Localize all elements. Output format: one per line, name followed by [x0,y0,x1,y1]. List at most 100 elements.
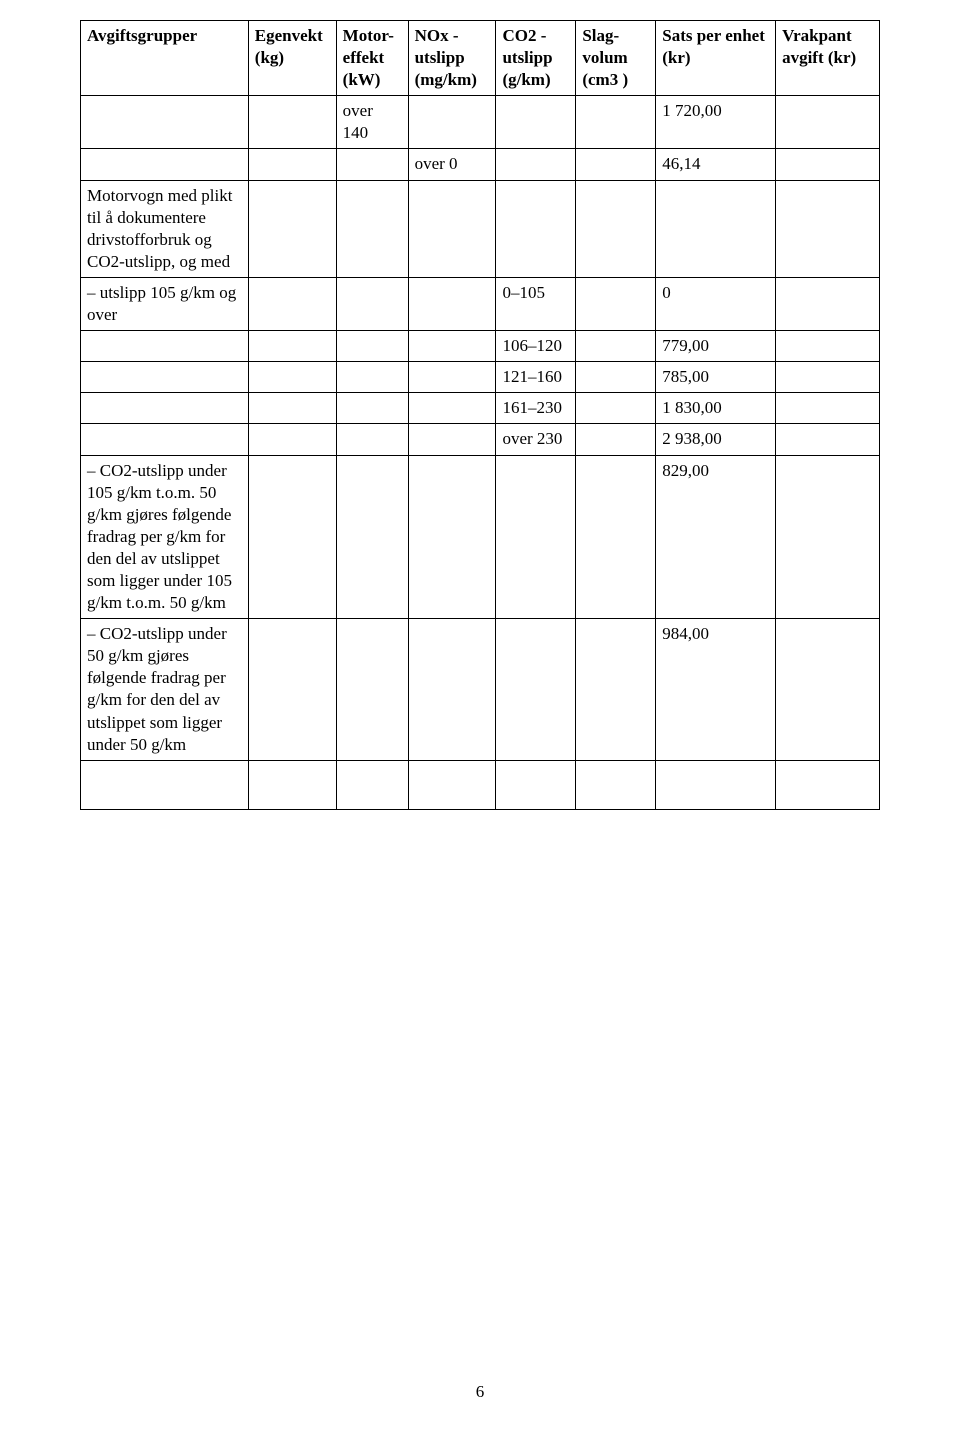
header-slagvolum: Slag-volum (cm3 ) [576,21,656,96]
cell [248,331,336,362]
cell [576,455,656,619]
cell [576,96,656,149]
cell [776,760,880,809]
table-header-row: Avgiftsgrupper Egenvekt (kg) Motor-effek… [81,21,880,96]
cell [776,424,880,455]
cell: 829,00 [656,455,776,619]
cell [496,619,576,761]
cell [408,96,496,149]
table-row: over 0 46,14 [81,149,880,180]
cell [336,180,408,277]
cell [248,96,336,149]
cell [248,393,336,424]
cell [336,277,408,330]
cell: over 230 [496,424,576,455]
cell [776,331,880,362]
cell: – utslipp 105 g/km og over [81,277,249,330]
cell [776,96,880,149]
cell [576,619,656,761]
cell [408,455,496,619]
cell [336,760,408,809]
cell [248,619,336,761]
cell [408,424,496,455]
header-nox: NOx - utslipp (mg/km) [408,21,496,96]
cell [408,760,496,809]
cell [81,760,249,809]
cell [656,180,776,277]
cell [336,362,408,393]
cell [248,760,336,809]
cell [248,455,336,619]
cell [496,455,576,619]
cell [408,393,496,424]
cell [576,180,656,277]
page-number: 6 [0,1382,960,1402]
cell: 121–160 [496,362,576,393]
cell [576,362,656,393]
header-sats: Sats per enhet (kr) [656,21,776,96]
cell [776,180,880,277]
header-egenvekt: Egenvekt (kg) [248,21,336,96]
cell [496,760,576,809]
cell [496,149,576,180]
cell: Motorvogn med plikt til å dokumentere dr… [81,180,249,277]
cell: 1 830,00 [656,393,776,424]
cell: 0–105 [496,277,576,330]
cell [408,277,496,330]
cell [248,180,336,277]
cell [81,424,249,455]
header-avgiftsgrupper: Avgiftsgrupper [81,21,249,96]
cell [576,149,656,180]
table-row: – CO2-utslipp under 50 g/km gjøres følge… [81,619,880,761]
cell: 785,00 [656,362,776,393]
cell [248,149,336,180]
cell [408,619,496,761]
cell [336,424,408,455]
cell [576,424,656,455]
cell [776,455,880,619]
cell [576,331,656,362]
cell: 779,00 [656,331,776,362]
cell [81,331,249,362]
table-row: 106–120 779,00 [81,331,880,362]
cell: 161–230 [496,393,576,424]
cell [336,149,408,180]
cell [656,760,776,809]
cell [408,180,496,277]
cell: 106–120 [496,331,576,362]
cell [776,362,880,393]
table-row: – CO2-utslipp under 105 g/km t.o.m. 50 g… [81,455,880,619]
cell [776,149,880,180]
cell: – CO2-utslipp under 105 g/km t.o.m. 50 g… [81,455,249,619]
cell: over 140 [336,96,408,149]
cell: 984,00 [656,619,776,761]
cell [336,393,408,424]
cell [81,149,249,180]
cell [576,393,656,424]
cell: 2 938,00 [656,424,776,455]
cell [408,331,496,362]
cell [336,455,408,619]
cell [776,619,880,761]
cell [408,362,496,393]
table-row [81,760,880,809]
table-row: 121–160 785,00 [81,362,880,393]
cell [81,393,249,424]
cell [248,362,336,393]
cell [81,362,249,393]
cell [336,331,408,362]
cell [81,96,249,149]
header-vrakpant: Vrakpant avgift (kr) [776,21,880,96]
cell: 46,14 [656,149,776,180]
fee-table: Avgiftsgrupper Egenvekt (kg) Motor-effek… [80,20,880,810]
table-row: – utslipp 105 g/km og over 0–105 0 [81,277,880,330]
cell: – CO2-utslipp under 50 g/km gjøres følge… [81,619,249,761]
cell [496,180,576,277]
cell [496,96,576,149]
cell [248,277,336,330]
cell [776,277,880,330]
cell: 0 [656,277,776,330]
table-row: Motorvogn med plikt til å dokumentere dr… [81,180,880,277]
header-co2: CO2 - utslipp (g/km) [496,21,576,96]
header-motoreffekt: Motor-effekt (kW) [336,21,408,96]
